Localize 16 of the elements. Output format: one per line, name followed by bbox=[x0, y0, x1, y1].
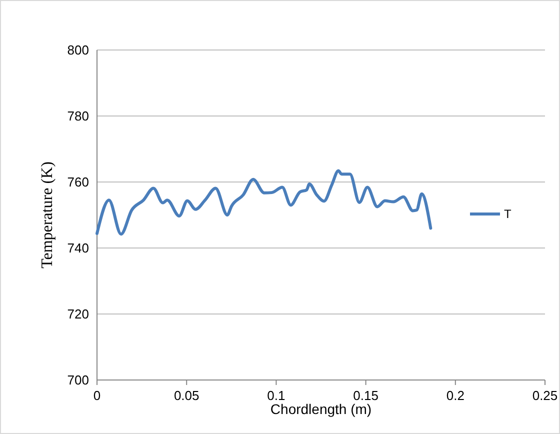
x-tick-label: 0.1 bbox=[267, 388, 286, 403]
y-tick-label: 780 bbox=[67, 108, 89, 124]
x-tick-label: 0 bbox=[93, 388, 101, 403]
x-axis-title: Chordlength (m) bbox=[270, 401, 372, 417]
y-tick-label: 760 bbox=[67, 174, 89, 190]
y-tick-label: 740 bbox=[67, 240, 89, 256]
x-tick-label: 0.25 bbox=[532, 388, 558, 403]
x-tick-label: 0.15 bbox=[353, 388, 378, 403]
y-tick-label: 720 bbox=[67, 306, 89, 322]
y-tick-label: 700 bbox=[67, 372, 89, 388]
y-tick-label: 800 bbox=[67, 42, 89, 58]
x-tick-label: 0.05 bbox=[174, 388, 200, 403]
legend-label: T bbox=[504, 207, 512, 222]
line-series bbox=[96, 169, 432, 236]
x-tick-label: 0.2 bbox=[446, 388, 464, 403]
y-axis-title: Temperature (K) bbox=[39, 162, 56, 268]
